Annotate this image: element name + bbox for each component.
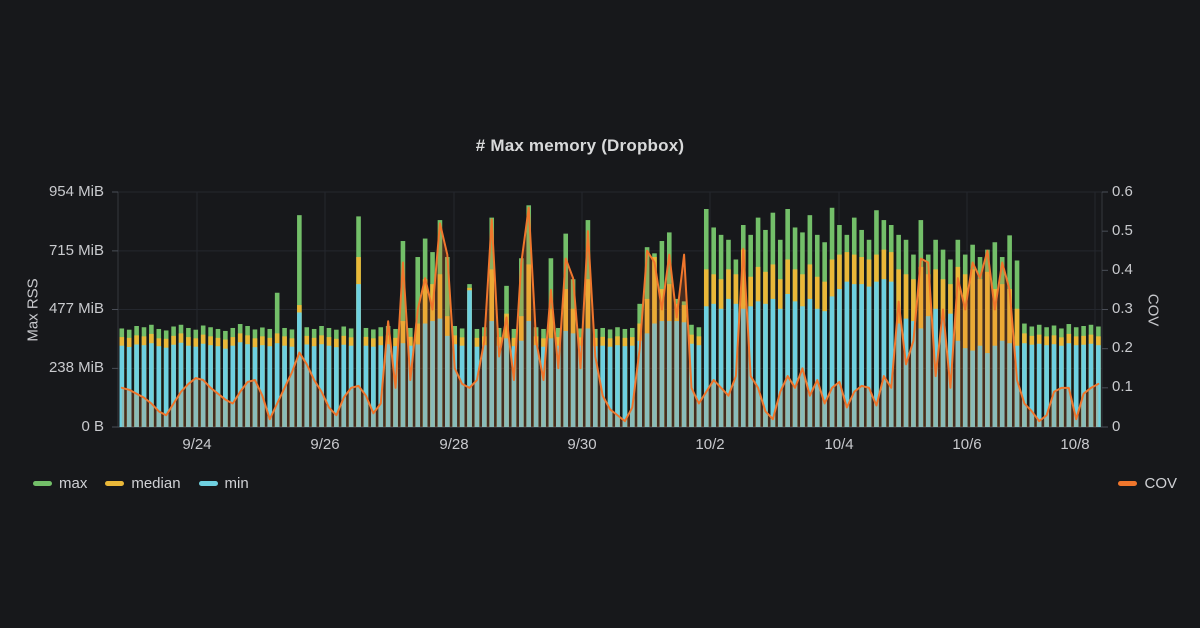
x-tick: 10/2: [695, 436, 725, 453]
y-axis-title-right: COV: [1144, 293, 1162, 327]
legend-item-cov[interactable]: COV: [1118, 474, 1177, 493]
legend-right: COV: [1118, 474, 1177, 493]
legend-left: max median min: [33, 474, 249, 493]
y-tick-left: 715 MiB: [48, 242, 104, 259]
x-tick: 10/4: [824, 436, 854, 453]
y-tick-right: 0: [1112, 418, 1121, 435]
y-tick-right: 0.1: [1112, 378, 1133, 395]
legend-label-median: median: [131, 475, 181, 492]
y-tick-right: 0.3: [1112, 300, 1133, 317]
legend-item-max[interactable]: max: [33, 474, 87, 493]
legend-item-min[interactable]: min: [198, 474, 249, 493]
legend-label-cov: COV: [1144, 475, 1177, 492]
legend-swatch-cov: [1118, 481, 1138, 486]
axis-lines: [112, 191, 1108, 428]
y-tick-right: 0.4: [1112, 261, 1133, 278]
legend-swatch-min: [198, 481, 218, 486]
y-tick-left: 0 B: [81, 418, 104, 435]
x-tick: 9/26: [310, 436, 340, 453]
legend-swatch-median: [105, 481, 125, 486]
y-tick-left: 238 MiB: [48, 359, 104, 376]
y-tick-right: 0.6: [1112, 183, 1133, 200]
y-tick-left: 477 MiB: [48, 300, 104, 317]
legend-label-min: min: [224, 475, 249, 492]
y-tick-left: 954 MiB: [48, 183, 104, 200]
legend-swatch-max: [33, 481, 52, 486]
legend-label-max: max: [59, 475, 88, 492]
chart-canvas: [112, 191, 1108, 428]
x-tick: 9/30: [567, 436, 597, 453]
x-tick: 9/24: [182, 436, 212, 453]
y-tick-right: 0.2: [1112, 339, 1133, 356]
x-tick: 10/8: [1060, 436, 1090, 453]
plot-area: [112, 191, 1108, 428]
x-tick: 10/6: [952, 436, 982, 453]
x-tick: 9/28: [439, 436, 469, 453]
chart-title: # Max memory (Dropbox): [475, 136, 685, 155]
cov-area: [121, 207, 1099, 427]
y-tick-right: 0.5: [1112, 222, 1133, 239]
legend-item-median[interactable]: median: [105, 474, 181, 493]
cov-line: [120, 206, 1100, 423]
